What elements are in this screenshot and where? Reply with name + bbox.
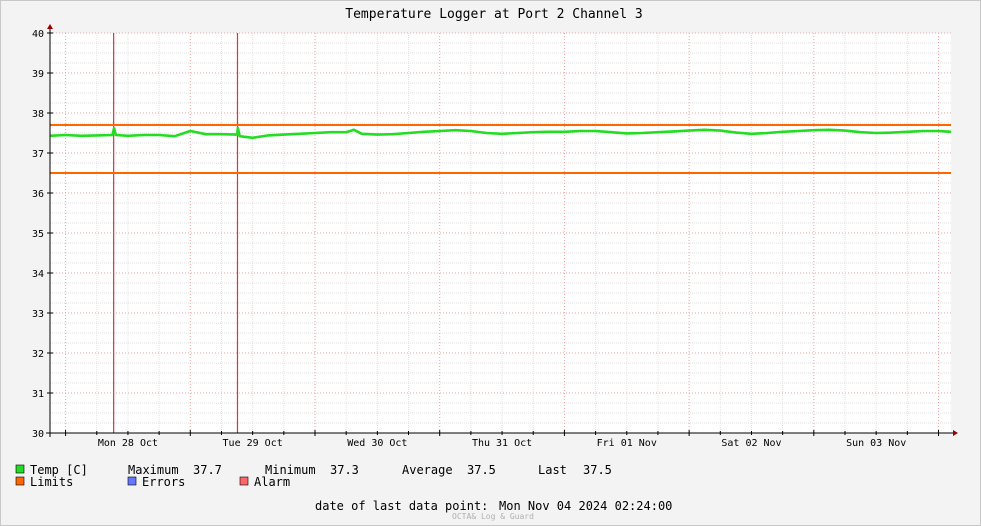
y-tick-label: 30 <box>32 429 44 440</box>
legend: Temp [C] Maximum 37.7 Minimum 37.3 Avera… <box>15 463 612 489</box>
last-data-point-value: Mon Nov 04 2024 02:24:00 <box>499 499 672 513</box>
x-axis-arrow <box>953 430 958 436</box>
y-tick-label: 40 <box>32 29 44 40</box>
credit-text: OCTA& Log & Guard <box>452 512 534 521</box>
last-data-point-label: date of last data point: <box>315 499 488 513</box>
y-tick-label: 38 <box>32 109 44 120</box>
x-tick-labels: Mon 28 Oct Tue 29 Oct Wed 30 Oct Thu 31 Oct… <box>98 438 906 449</box>
legend-min-value: 37.3 <box>330 463 359 477</box>
legend-label-limits: Limits <box>30 475 73 489</box>
legend-swatch-errors <box>127 476 137 486</box>
y-tick-label: 36 <box>32 189 44 200</box>
legend-label-errors: Errors <box>142 475 185 489</box>
x-tick-label: Fri 01 Nov <box>597 438 657 449</box>
legend-max-value: 37.7 <box>193 463 222 477</box>
y-tick-label: 33 <box>32 309 44 320</box>
legend-swatch-alarm <box>239 476 249 486</box>
legend-avg-value: 37.5 <box>467 463 496 477</box>
axes <box>46 24 958 437</box>
legend-avg-label: Average <box>402 463 453 477</box>
x-tick-label: Sat 02 Nov <box>721 438 781 449</box>
legend-swatch-limits <box>15 476 25 486</box>
y-axis-arrow <box>47 24 53 29</box>
y-tick-label: 34 <box>32 269 44 280</box>
minor-grid <box>50 33 951 433</box>
legend-last-value: 37.5 <box>583 463 612 477</box>
y-tick-label: 39 <box>32 69 44 80</box>
x-tick-label: Tue 29 Oct <box>223 438 283 449</box>
legend-max-label: Maximum <box>128 463 179 477</box>
chart-title: Temperature Logger at Port 2 Channel 3 <box>345 7 642 22</box>
x-tick-label: Sun 03 Nov <box>846 438 906 449</box>
x-tick-label: Wed 30 Oct <box>347 438 407 449</box>
legend-label-alarm: Alarm <box>254 475 290 489</box>
limit-lines <box>50 124 951 174</box>
legend-last-label: Last <box>538 463 567 477</box>
x-tick-label: Thu 31 Oct <box>472 438 532 449</box>
y-tick-labels: 30 31 32 33 34 35 36 37 38 39 40 <box>32 29 44 440</box>
series-line-temp <box>49 126 952 140</box>
temperature-series <box>49 126 952 140</box>
x-tick-label: Mon 28 Oct <box>98 438 158 449</box>
y-tick-label: 37 <box>32 149 44 160</box>
y-tick-label: 32 <box>32 349 44 360</box>
y-tick-label: 35 <box>32 229 44 240</box>
legend-min-label: Minimum <box>265 463 316 477</box>
alarm-markers <box>113 33 239 433</box>
legend-label-temp: Temp [C] <box>30 463 88 477</box>
legend-swatch-temp <box>15 464 25 474</box>
y-tick-label: 31 <box>32 389 44 400</box>
